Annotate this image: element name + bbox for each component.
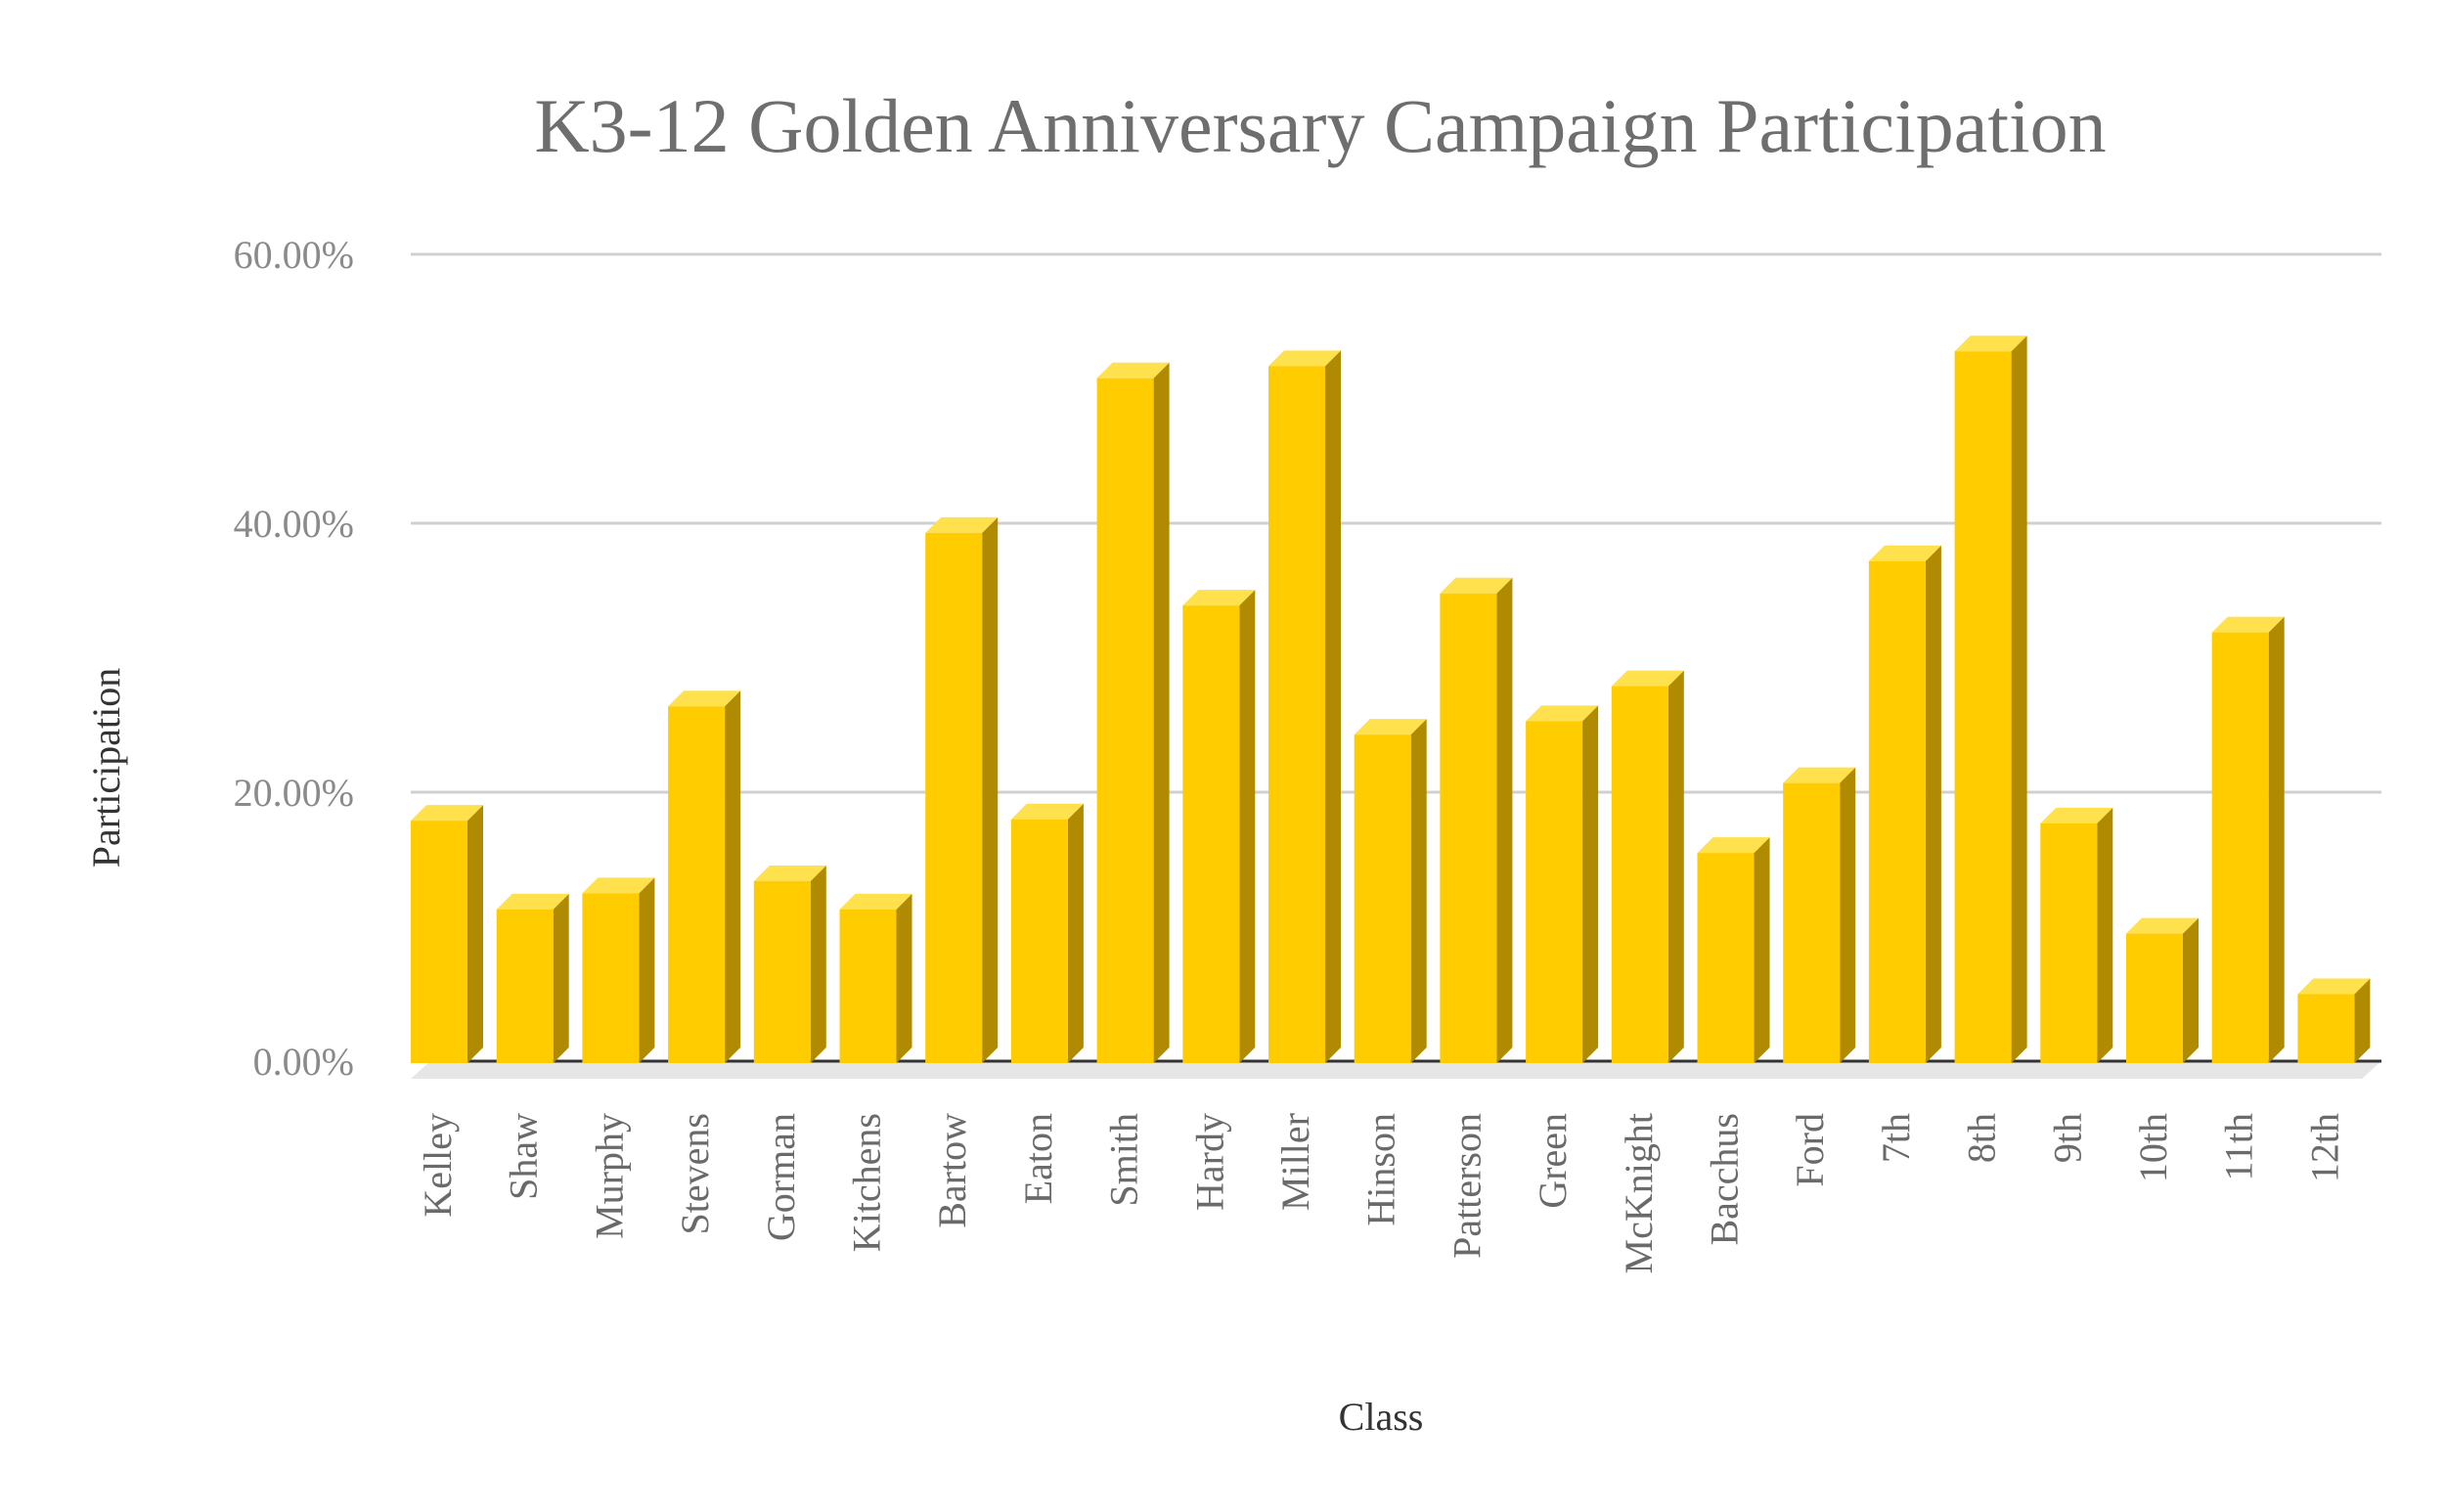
x-tick-label: Kitchens (845, 1113, 889, 1252)
bar (1182, 590, 1256, 1063)
bar (668, 690, 741, 1063)
bar (2297, 978, 2371, 1063)
bar (839, 893, 912, 1063)
x-tick-label: 8th (1960, 1113, 2004, 1163)
y-tick-label: 60.00% (234, 233, 354, 277)
x-tick-label: Bacchus (1703, 1113, 1747, 1246)
y-tick-label: 0.00% (253, 1040, 354, 1084)
x-tick-label: Gorman (759, 1113, 803, 1241)
bar (2040, 807, 2113, 1063)
y-axis-ticks: 0.00% 20.00% 40.00% 60.00% (234, 233, 354, 1084)
x-tick-label: Miller (1273, 1113, 1317, 1211)
bar (1868, 545, 1941, 1063)
x-tick-label: Kelley (416, 1113, 460, 1218)
x-tick-label: Eaton (1016, 1113, 1060, 1204)
y-tick-label: 20.00% (234, 771, 354, 815)
x-axis-title: Class (1339, 1395, 1424, 1439)
bar (1096, 362, 1170, 1063)
bar (1268, 350, 1341, 1063)
x-tick-label: Murphy (587, 1113, 631, 1239)
bar (925, 516, 999, 1063)
x-tick-label: Shaw (502, 1113, 546, 1200)
bar (1526, 705, 1599, 1063)
chart-floor (411, 1059, 2381, 1079)
bars (411, 335, 2371, 1063)
bar (1354, 719, 1427, 1063)
x-axis-ticks: Kelley Shaw Murphy Stevens Gorman Kitchens Bar… (416, 1113, 2346, 1274)
bar (496, 893, 569, 1063)
x-tick-label: McKnight (1617, 1113, 1661, 1273)
x-tick-label: Patterson (1445, 1113, 1489, 1259)
x-tick-label: Ford (1788, 1113, 1832, 1187)
x-tick-label: Green (1531, 1113, 1575, 1209)
chart-title: K3-12 Golden Anniversary Campaign Partic… (534, 83, 2106, 168)
bar (411, 805, 483, 1063)
x-tick-label: 9th (2045, 1113, 2089, 1163)
bar (1611, 670, 1684, 1063)
x-tick-label: Smith (1102, 1113, 1146, 1207)
x-tick-label: Stevens (673, 1113, 717, 1234)
floor-plane (411, 1061, 2381, 1079)
bar (2211, 616, 2285, 1063)
x-tick-label: 10th (2131, 1113, 2175, 1182)
bar (2126, 917, 2199, 1063)
bar (1440, 577, 1513, 1063)
bar (1954, 335, 2027, 1063)
y-axis-title: Participation (84, 668, 128, 867)
x-tick-label: 11th (2217, 1113, 2261, 1181)
bar (1697, 837, 1770, 1063)
x-tick-label: Hardy (1187, 1113, 1231, 1211)
bar (582, 877, 655, 1063)
bar (1783, 767, 1856, 1063)
bar (1010, 803, 1084, 1063)
x-tick-label: 12th (2302, 1113, 2346, 1182)
x-tick-label: Hinson (1359, 1113, 1403, 1226)
x-tick-label: 7th (1874, 1113, 1918, 1163)
x-tick-label: Bartow (930, 1113, 974, 1228)
y-tick-label: 40.00% (234, 502, 354, 546)
bar (753, 866, 826, 1063)
